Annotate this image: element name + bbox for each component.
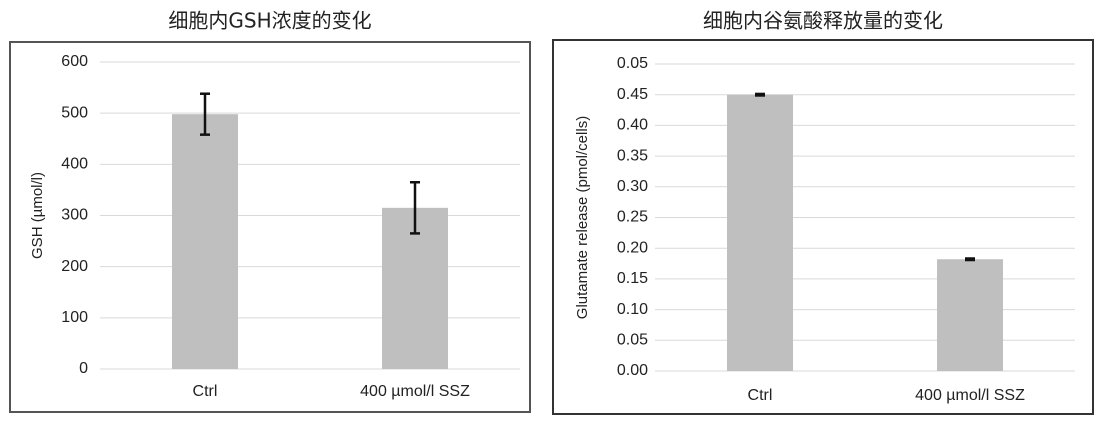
bar <box>727 94 793 371</box>
bar <box>937 259 1003 371</box>
y-tick-label: 300 <box>61 207 88 224</box>
chart-title: 细胞内GSH浓度的变化 <box>168 9 371 33</box>
x-tick-label: Ctrl <box>193 383 218 400</box>
y-tick-label: 0.15 <box>617 270 648 287</box>
bar <box>382 207 448 369</box>
x-tick-label: 400 µmol/l SSZ <box>915 387 1025 404</box>
y-axis-label: GSH (µmol/l) <box>29 172 46 259</box>
y-tick-label: 0.00 <box>617 362 648 379</box>
y-axis-label: Glutamate release (pmol/cells) <box>574 116 591 319</box>
y-tick-label: 0 <box>79 360 88 377</box>
error-bar <box>755 92 765 97</box>
y-tick-label: 0.20 <box>617 239 648 256</box>
bar <box>172 114 238 369</box>
y-tick-label: 0.05 <box>617 55 648 72</box>
y-tick-label: 0.10 <box>617 301 648 318</box>
y-tick-label: 0.25 <box>617 209 648 226</box>
y-tick-label: 500 <box>61 104 88 121</box>
y-tick-label: 600 <box>61 53 88 70</box>
x-tick-label: 400 µmol/l SSZ <box>360 383 470 400</box>
y-tick-label: 0.35 <box>617 147 648 164</box>
y-tick-label: 100 <box>61 309 88 326</box>
y-tick-label: 0.30 <box>617 178 648 195</box>
y-tick-label: 400 <box>61 156 88 173</box>
panel-frame <box>552 39 1094 415</box>
y-tick-label: 0.05 <box>617 332 648 349</box>
error-bar <box>965 257 975 262</box>
chart-title: 细胞内谷氨酸释放量的变化 <box>703 9 943 33</box>
y-tick-label: 0.45 <box>617 86 648 103</box>
y-tick-label: 200 <box>61 258 88 275</box>
y-tick-label: 0.40 <box>617 117 648 134</box>
panel-frame <box>9 41 531 413</box>
x-tick-label: Ctrl <box>748 387 773 404</box>
